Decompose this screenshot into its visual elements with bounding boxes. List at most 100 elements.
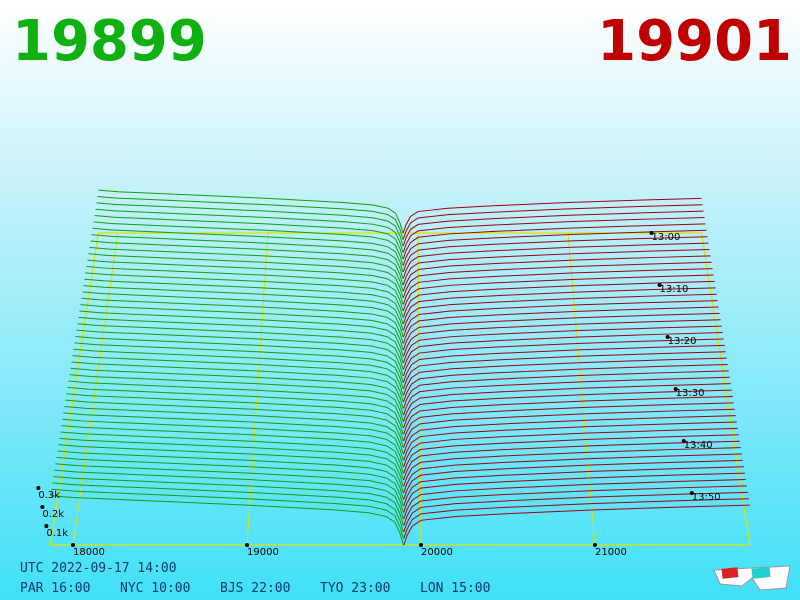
x-tick-label: 19000 xyxy=(247,547,279,558)
time-tick-mark xyxy=(665,335,670,339)
time-tick-label: 13:10 xyxy=(660,284,689,295)
ask-depth-line xyxy=(402,306,719,344)
bid-depth-line xyxy=(68,380,404,429)
bid-depth-line xyxy=(76,329,404,377)
time-tick-label: 13:30 xyxy=(676,388,705,399)
bid-depth-line xyxy=(61,425,404,474)
bid-depth-line xyxy=(58,444,404,494)
ask-depth-line xyxy=(403,383,731,422)
time-tick-mark xyxy=(689,491,694,495)
bid-depth-line xyxy=(81,297,404,344)
ask-depth-line xyxy=(402,300,718,338)
x-tick-label: 20000 xyxy=(421,547,453,558)
clock: LON 15:00 xyxy=(420,581,490,596)
ask-depth-line xyxy=(403,466,744,507)
ask-depth-line xyxy=(403,485,747,526)
depth-tick-label: 0.3k xyxy=(38,490,60,501)
ask-depth-line xyxy=(403,472,745,513)
ask-depth-line xyxy=(403,415,736,455)
bid-depth-line xyxy=(87,259,404,305)
clock: NYC 10:00 xyxy=(120,581,190,596)
bid-depth-line xyxy=(67,386,404,435)
ask-depth-line xyxy=(402,248,710,286)
bid-depth-line xyxy=(75,335,404,383)
bid-depth-line xyxy=(90,240,404,286)
bid-depth-line xyxy=(94,215,404,260)
ask-depth-line xyxy=(402,236,708,273)
depth-tick-label: 0.1k xyxy=(46,528,68,539)
ask-depth-line xyxy=(402,351,726,390)
bid-depth-line xyxy=(57,450,404,500)
ask-depth-line xyxy=(403,453,742,494)
bid-depth-line xyxy=(78,316,404,364)
time-tick-mark xyxy=(681,439,686,443)
ask-depth-line xyxy=(403,479,746,520)
bid-depth-line xyxy=(63,412,404,461)
plot: 18000 19000 20000 21000 13:00 13:10 13:20 13:30… xyxy=(36,189,751,558)
ask-depth-line xyxy=(402,332,723,370)
time-tick-label: 13:00 xyxy=(652,232,681,243)
time-tick-label: 13:20 xyxy=(668,336,697,347)
bid-depth-line xyxy=(97,195,404,240)
bid-depth-line xyxy=(79,310,404,357)
clock: BJS 22:00 xyxy=(220,581,290,596)
grid-line xyxy=(246,232,269,546)
ask-depth-line xyxy=(403,447,741,487)
time-tick-label: 13:50 xyxy=(692,492,721,503)
ask-depth-line xyxy=(402,197,702,234)
ask-depth-line xyxy=(402,287,716,325)
ask-depth-line xyxy=(402,223,706,260)
ask-depth-line xyxy=(403,504,750,546)
bid-depth-line xyxy=(77,323,404,370)
ask-depth-line xyxy=(403,491,748,533)
bid-depth-line xyxy=(56,456,404,507)
tick-mark xyxy=(245,543,249,547)
bid-depth-line xyxy=(60,431,404,481)
x-tick-label: 21000 xyxy=(595,547,627,558)
bid-depth-line xyxy=(70,367,404,416)
bid-depth-line xyxy=(65,399,404,448)
bid-depth-line xyxy=(55,463,404,513)
best-bid: 19899 xyxy=(12,9,207,74)
depth-tick-mark xyxy=(44,524,49,528)
clock: TYO 23:00 xyxy=(320,581,390,596)
bid-depth-line xyxy=(64,405,404,455)
ask-depth-line xyxy=(403,459,743,500)
ask-depth-line xyxy=(403,421,737,461)
ask-depth-line xyxy=(402,210,704,247)
ask-depth-line xyxy=(402,325,722,364)
ask-depth-line xyxy=(402,274,714,312)
bid-depth-line xyxy=(96,202,404,247)
ask-depth-line xyxy=(403,498,749,539)
bid-depth-line xyxy=(82,291,404,338)
bid-depth-line xyxy=(95,208,404,253)
bid-depth-line xyxy=(66,393,404,442)
ask-depth-line xyxy=(402,312,720,351)
bid-depth-line xyxy=(80,304,404,351)
bid-depth-line xyxy=(59,437,404,487)
ask-depth-line xyxy=(402,217,705,253)
bid-depth-line xyxy=(69,374,404,422)
ask-depth-line xyxy=(403,402,734,442)
grid-line xyxy=(417,232,422,546)
ask-depth-line xyxy=(403,364,728,403)
bid-depth-line xyxy=(98,189,404,234)
ask-depth-line xyxy=(402,242,709,279)
floor xyxy=(49,232,751,546)
bid-depth-line xyxy=(85,272,404,318)
bid-depth-line xyxy=(52,482,404,533)
ask-depth-line xyxy=(402,261,712,299)
bid-depth-line xyxy=(88,253,404,299)
depth-tick-mark xyxy=(40,505,45,509)
ask-depth-line xyxy=(403,370,729,409)
depth-tick-mark xyxy=(36,486,41,490)
bid-depth-line xyxy=(86,265,404,312)
bid-depth-line xyxy=(73,348,404,396)
time-tick-mark xyxy=(649,231,654,235)
ask-depth-line xyxy=(403,440,740,481)
ask-depth-line xyxy=(402,229,707,266)
ask-depth-line xyxy=(402,204,703,240)
time-tick-mark xyxy=(657,283,662,287)
ask-depth-line xyxy=(402,255,711,292)
